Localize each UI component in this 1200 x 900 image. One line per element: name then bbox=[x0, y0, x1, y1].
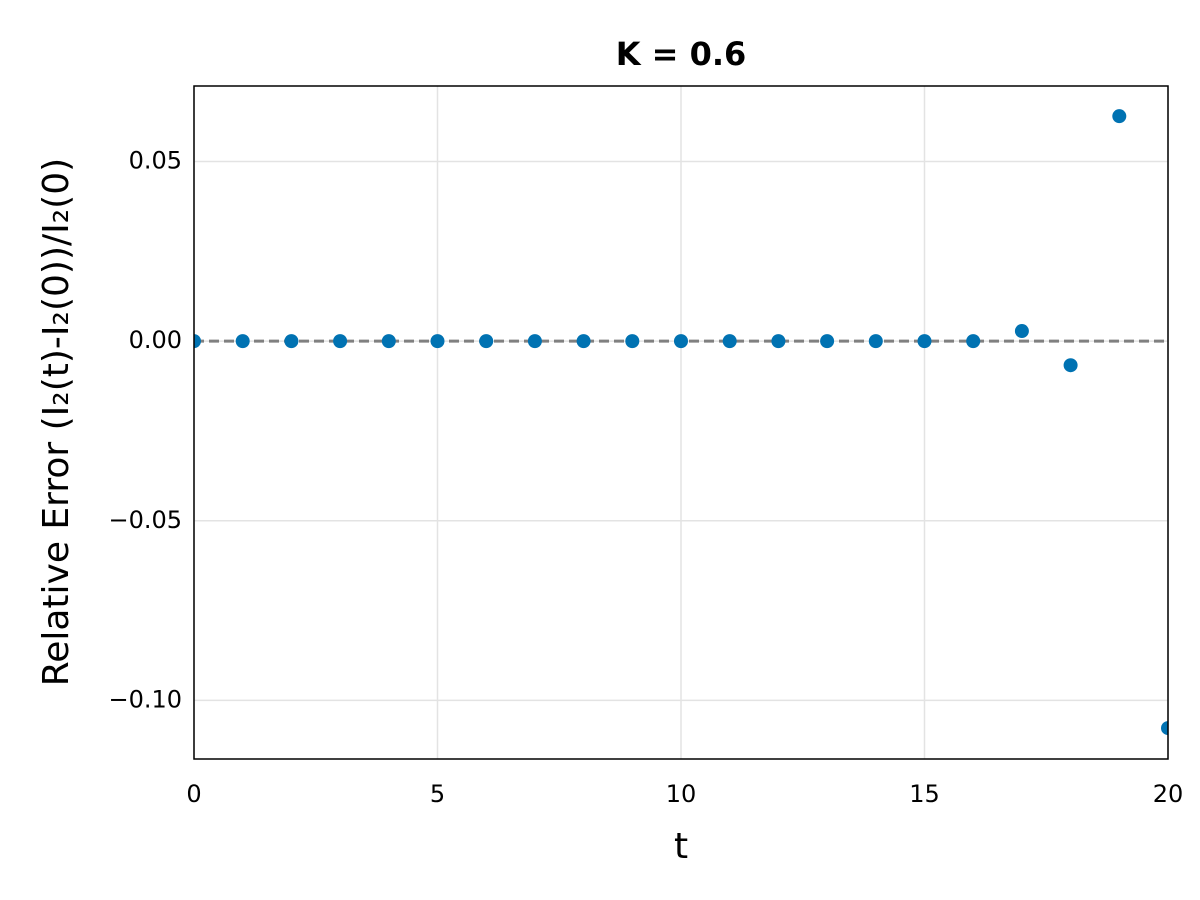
point bbox=[479, 334, 494, 349]
point bbox=[674, 334, 688, 349]
point bbox=[722, 334, 737, 349]
x-tick-label: 15 bbox=[909, 780, 940, 808]
x-tick-label: 20 bbox=[1153, 780, 1184, 808]
x-tick-label: 10 bbox=[666, 780, 697, 808]
point bbox=[381, 334, 396, 349]
point bbox=[1014, 324, 1029, 339]
point bbox=[1161, 721, 1168, 736]
point bbox=[333, 334, 348, 349]
point bbox=[917, 334, 932, 349]
x-tick-label: 5 bbox=[430, 780, 445, 808]
plot-frame bbox=[193, 85, 1169, 760]
point bbox=[625, 334, 640, 349]
point bbox=[1112, 109, 1127, 124]
plot-area bbox=[194, 109, 1168, 736]
point bbox=[430, 334, 445, 349]
point bbox=[966, 334, 981, 349]
y-axis-label: Relative Error (I₂(t)-I₂(0))/I₂(0) bbox=[36, 158, 77, 686]
point bbox=[868, 334, 883, 349]
point bbox=[1063, 358, 1078, 373]
y-tick-label: −0.05 bbox=[108, 506, 182, 534]
point bbox=[771, 334, 786, 349]
grid bbox=[193, 86, 1169, 759]
y-tick-label: 0.05 bbox=[129, 146, 182, 174]
y-tick-label: 0.00 bbox=[129, 326, 182, 354]
point bbox=[576, 334, 591, 349]
x-tick-label: 0 bbox=[186, 780, 201, 808]
chart-title: K = 0.6 bbox=[616, 35, 747, 73]
point bbox=[820, 334, 835, 349]
point bbox=[527, 334, 542, 349]
point bbox=[235, 334, 250, 349]
y-tick-label: −0.10 bbox=[108, 685, 182, 713]
point bbox=[194, 334, 201, 349]
point bbox=[284, 334, 299, 349]
x-axis-label: t bbox=[674, 826, 688, 867]
